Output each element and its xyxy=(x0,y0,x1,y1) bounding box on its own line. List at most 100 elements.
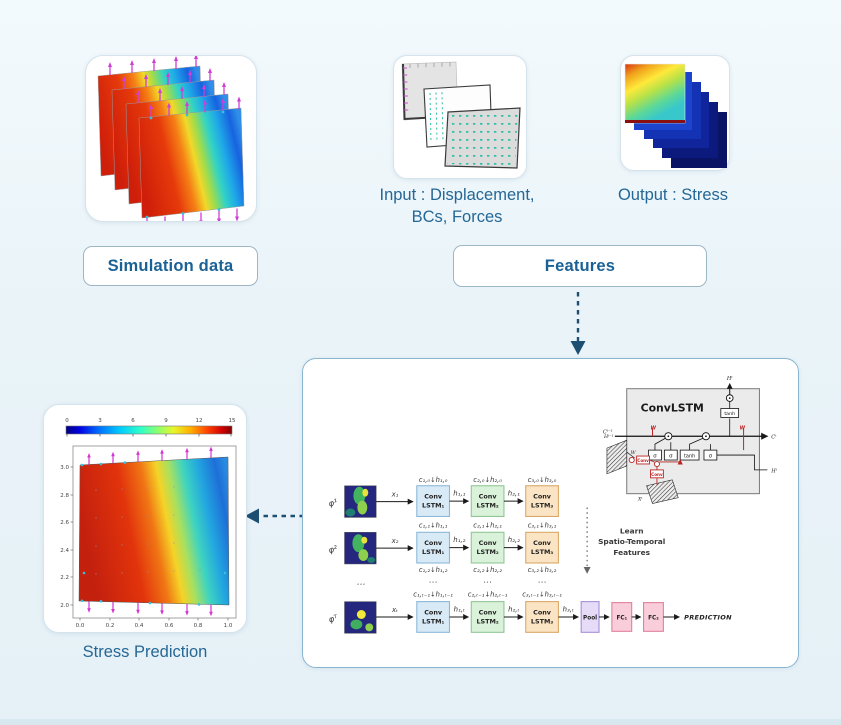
h-labels-row3: h₁,ₜ h₂,ₜ h₃,ₜ xyxy=(454,606,574,614)
input-quad-front xyxy=(444,107,521,169)
input-ellipsis: ⋯ xyxy=(356,580,365,590)
svg-text:LSTM₃: LSTM₃ xyxy=(531,502,553,510)
svg-text:W: W xyxy=(631,450,637,456)
svg-text:0.6: 0.6 xyxy=(165,623,174,629)
convlstm-cell-title: ConvLSTM xyxy=(641,401,704,414)
svg-text:12: 12 xyxy=(196,418,203,424)
svg-text:Features: Features xyxy=(613,548,650,557)
input-card xyxy=(393,55,527,179)
svg-text:φ²: φ² xyxy=(327,543,339,555)
time-dotted-arrow xyxy=(583,507,591,574)
svg-text:h₂,₁: h₂,₁ xyxy=(508,490,520,498)
column-ellipses: ⋯ ⋯ ⋯ xyxy=(429,578,547,588)
svg-text:LSTM₁: LSTM₁ xyxy=(422,617,444,625)
svg-text:c₃,ₜ₋₁↓h₃,ₜ₋₁: c₃,ₜ₋₁↓h₃,ₜ₋₁ xyxy=(522,591,562,599)
tanh-box: tanh xyxy=(724,411,735,417)
svg-text:2.2: 2.2 xyxy=(60,575,69,581)
state-labels-mid1: c₁,₁↓h₁,₁ c₂,₁↓h₂,₁ c₃,₁↓h₃,₁ xyxy=(419,521,557,529)
simulation-stack-image xyxy=(97,56,245,221)
convlstm-pipeline-box: φ¹ φ² φᵀ ⋯ x₁ x₂ xₜ Conv LSTM₁ xyxy=(302,358,799,668)
svg-text:3.0: 3.0 xyxy=(60,465,69,471)
c-next-label: Cᵗ xyxy=(771,435,777,441)
h-top-label: Hᵗ xyxy=(726,376,733,382)
y-axis-ticks: 3.0 2.8 2.6 2.4 2.2 2.0 xyxy=(60,465,69,609)
svg-text:σ: σ xyxy=(669,454,673,460)
svg-text:Conv: Conv xyxy=(651,472,663,477)
svg-text:0.4: 0.4 xyxy=(135,623,144,629)
svg-text:c₃,₂↓h₃,₂: c₃,₂↓h₃,₂ xyxy=(528,566,557,574)
svg-text:0.2: 0.2 xyxy=(106,623,115,629)
svg-text:LSTM₁: LSTM₁ xyxy=(422,502,444,510)
cyan-dots xyxy=(145,110,225,219)
head-blocks: Pool FC₁ FC₂ PREDICTION xyxy=(580,601,732,633)
input-caption-line1: Input : Displacement, xyxy=(379,186,535,204)
svg-text:3: 3 xyxy=(98,418,102,424)
svg-text:9: 9 xyxy=(164,418,168,424)
svg-text:Conv: Conv xyxy=(424,608,443,616)
svg-text:Conv: Conv xyxy=(424,539,443,547)
svg-text:c₂,₀↓h₂,₀: c₂,₀↓h₂,₀ xyxy=(473,476,502,484)
colorbar-tickmarks xyxy=(66,434,232,437)
svg-text:2.0: 2.0 xyxy=(60,603,69,609)
colorbar xyxy=(65,425,233,435)
plot-frame xyxy=(72,445,237,619)
x-tickmarks xyxy=(79,618,229,621)
simulation-data-label-box: Simulation data xyxy=(83,246,258,286)
svg-text:h₁,ₜ: h₁,ₜ xyxy=(454,606,465,614)
stress-caption: Stress Prediction xyxy=(44,641,246,663)
svg-text:6: 6 xyxy=(131,418,135,424)
gate-wires xyxy=(654,401,768,471)
svg-text:15: 15 xyxy=(229,418,236,424)
svg-text:Conv: Conv xyxy=(533,539,552,547)
svg-text:2.4: 2.4 xyxy=(60,548,69,554)
svg-text:c₁,₂↓h₁,₂: c₁,₂↓h₁,₂ xyxy=(419,566,448,574)
svg-text:LSTM₂: LSTM₂ xyxy=(476,617,498,625)
x-arrows xyxy=(376,498,414,620)
input-displacement-image xyxy=(401,61,521,169)
svg-text:Conv: Conv xyxy=(533,493,552,501)
svg-text:⋯: ⋯ xyxy=(483,578,492,588)
arrow-box-to-stress xyxy=(245,508,304,524)
stress-caption-text: Stress Prediction xyxy=(82,643,208,661)
simulation-data-label: Simulation data xyxy=(107,256,234,275)
output-caption: Output : Stress xyxy=(588,184,758,206)
red-conv-accents: W W Conv Conv xyxy=(628,425,746,479)
svg-text:0: 0 xyxy=(65,418,69,424)
svg-text:LSTM₁: LSTM₁ xyxy=(422,548,444,556)
svg-text:c₃,₁↓h₃,₁: c₃,₁↓h₃,₁ xyxy=(528,521,557,529)
svg-text:c₁,₁↓h₁,₁: c₁,₁↓h₁,₁ xyxy=(419,521,448,529)
stress-sample-dots xyxy=(95,485,201,575)
svg-text:x₁: x₁ xyxy=(391,491,399,499)
features-label-box: Features xyxy=(453,245,707,287)
cell-input-images: Hᵗ⁻¹ W Xᵗ xyxy=(603,434,679,504)
svg-text:Conv: Conv xyxy=(533,608,552,616)
convlstm-blocks-row1: Conv LSTM₁ Conv LSTM₂ Conv LSTM₃ xyxy=(416,485,559,517)
features-label: Features xyxy=(544,256,616,275)
convlstm-blocks-row3: Conv LSTM₁ Conv LSTM₂ Conv LSTM₃ xyxy=(416,601,580,633)
svg-text:LSTM₂: LSTM₂ xyxy=(476,548,498,556)
svg-text:c₂,₂↓h₂,₂: c₂,₂↓h₂,₂ xyxy=(473,566,502,574)
state-labels-top: c₁,₀↓h₁,₀ c₂,₀↓h₂,₀ c₃,₀↓h₃,₀ xyxy=(419,476,557,484)
output-stress-image xyxy=(624,63,727,168)
svg-text:h₁,₁: h₁,₁ xyxy=(453,490,465,498)
simulation-panel-front xyxy=(138,95,245,221)
h-next-label: Hᵗ xyxy=(770,468,777,474)
simulation-data-card xyxy=(85,55,257,222)
input-thumbnail-2 xyxy=(344,532,377,565)
input-thumbnail-1 xyxy=(344,485,377,518)
svg-text:0.8: 0.8 xyxy=(194,623,203,629)
y-tickmarks xyxy=(70,466,73,606)
x-axis-ticks: 0.0 0.2 0.4 0.6 0.8 1.0 xyxy=(76,623,233,629)
state-labels-last: c₁,ₜ₋₁↓h₁,ₜ₋₁ c₂,ₜ₋₁↓h₂,ₜ₋₁ c₃,ₜ₋₁↓h₃,ₜ₋… xyxy=(413,591,562,599)
stress-heatmap xyxy=(78,456,230,606)
fc1-block: FC₁ xyxy=(616,615,627,621)
output-caption-text: Output : Stress xyxy=(617,186,729,204)
convlstm-pipeline-diagram: φ¹ φ² φᵀ ⋯ x₁ x₂ xₜ Conv LSTM₁ xyxy=(327,376,778,634)
svg-text:xₜ: xₜ xyxy=(391,606,398,614)
svg-text:2.6: 2.6 xyxy=(60,520,69,526)
stress-prediction-card: 0 3 6 9 12 15 xyxy=(43,404,247,633)
svg-text:W: W xyxy=(740,425,746,431)
output-stack xyxy=(624,63,727,168)
svg-text:Conv: Conv xyxy=(479,608,498,616)
footer-strip xyxy=(0,719,841,725)
